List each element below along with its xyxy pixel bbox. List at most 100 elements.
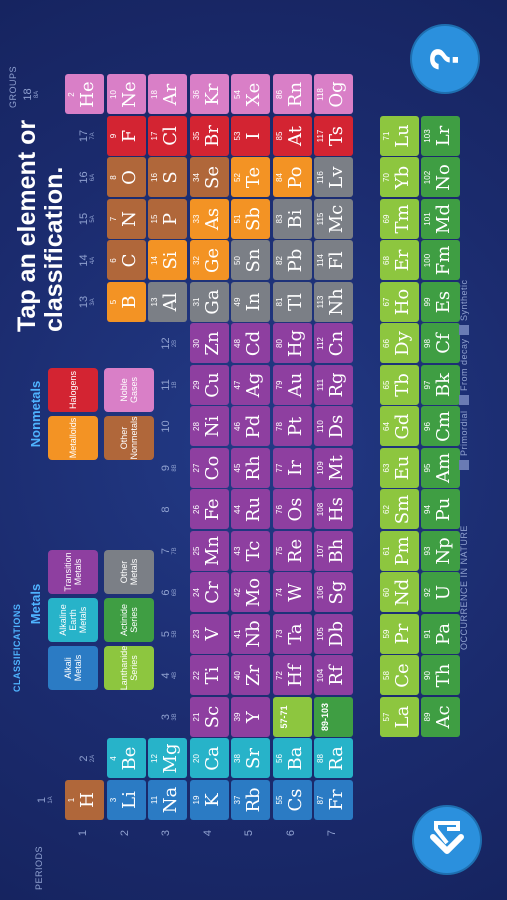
classification-button[interactable]: Actinide Series (104, 598, 154, 642)
element-cell[interactable]: 100 Fm (421, 240, 460, 281)
classification-button[interactable]: Other Metals (104, 550, 154, 594)
classification-button[interactable]: Metalloids (48, 416, 98, 460)
element-cell[interactable]: 118 Og (314, 74, 353, 115)
element-cell[interactable]: 21 Sc (189, 697, 229, 737)
element-cell[interactable]: 46 Pd (231, 406, 270, 447)
back-button[interactable] (414, 807, 480, 873)
element-cell[interactable]: 102 No (421, 157, 460, 198)
element-cell[interactable]: 28 Ni (189, 406, 229, 447)
classification-button[interactable]: Transition Metals (48, 550, 98, 594)
element-cell[interactable]: 89-103 (314, 697, 353, 737)
element-cell[interactable]: 84 Po (272, 157, 312, 198)
classification-button[interactable]: Alkaline Earth Metals (48, 598, 98, 642)
element-cell[interactable]: 19 K (189, 780, 229, 820)
element-cell[interactable]: 48 Cd (231, 323, 270, 364)
element-cell[interactable]: 71 Lu (380, 116, 419, 156)
element-cell[interactable]: 45 Rh (231, 448, 270, 488)
element-cell[interactable]: 73 Ta (272, 614, 312, 654)
element-cell[interactable]: 18 Ar (148, 74, 187, 115)
element-cell[interactable]: 112 Cn (314, 323, 353, 364)
element-cell[interactable]: 39 Y (231, 697, 270, 737)
element-cell[interactable]: 58 Ce (380, 655, 419, 696)
element-cell[interactable]: 52 Te (231, 157, 270, 198)
element-cell[interactable]: 92 U (421, 572, 460, 613)
element-cell[interactable]: 67 Ho (380, 282, 419, 322)
element-cell[interactable]: 30 Zn (189, 323, 229, 364)
element-cell[interactable]: 10 Ne (106, 74, 146, 115)
element-cell[interactable]: 63 Eu (380, 448, 419, 488)
element-cell[interactable]: 106 Sg (314, 572, 353, 613)
element-cell[interactable]: 105 Db (314, 614, 353, 654)
element-cell[interactable]: 82 Pb (272, 240, 312, 281)
element-cell[interactable]: 35 Br (189, 116, 229, 156)
element-cell[interactable]: 107 Bh (314, 531, 353, 571)
element-cell[interactable]: 88 Ra (314, 738, 353, 779)
element-cell[interactable]: 56 Ba (272, 738, 312, 779)
element-cell[interactable]: 81 Tl (272, 282, 312, 322)
element-cell[interactable]: 97 Bk (421, 365, 460, 405)
element-cell[interactable]: 47 Ag (231, 365, 270, 405)
element-cell[interactable]: 93 Np (421, 531, 460, 571)
element-cell[interactable]: 95 Am (421, 448, 460, 488)
element-cell[interactable]: 16 S (148, 157, 187, 198)
element-cell[interactable]: 117 Ts (314, 116, 353, 156)
element-cell[interactable]: 77 Ir (272, 448, 312, 488)
element-cell[interactable]: 80 Hg (272, 323, 312, 364)
element-cell[interactable]: 11 Na (148, 780, 187, 820)
element-cell[interactable]: 83 Bi (272, 199, 312, 239)
element-cell[interactable]: 37 Rb (231, 780, 270, 820)
element-cell[interactable]: 114 Fl (314, 240, 353, 281)
element-cell[interactable]: 98 Cf (421, 323, 460, 364)
element-cell[interactable]: 65 Tb (380, 365, 419, 405)
element-cell[interactable]: 79 Au (272, 365, 312, 405)
element-cell[interactable]: 91 Pa (421, 614, 460, 654)
classification-button[interactable]: Lanthanide Series (104, 646, 154, 690)
element-cell[interactable]: 62 Sm (380, 489, 419, 530)
element-cell[interactable]: 87 Fr (314, 780, 353, 820)
element-cell[interactable]: 85 At (272, 116, 312, 156)
element-cell[interactable]: 72 Hf (272, 655, 312, 696)
element-cell[interactable]: 113 Nh (314, 282, 353, 322)
element-cell[interactable]: 55 Cs (272, 780, 312, 820)
element-cell[interactable]: 34 Se (189, 157, 229, 198)
element-cell[interactable]: 70 Yb (380, 157, 419, 198)
element-cell[interactable]: 22 Ti (189, 655, 229, 696)
element-cell[interactable]: 42 Mo (231, 572, 270, 613)
element-cell[interactable]: 76 Os (272, 489, 312, 530)
element-cell[interactable]: 54 Xe (231, 74, 270, 115)
element-cell[interactable]: 104 Rf (314, 655, 353, 696)
element-cell[interactable]: 111 Rg (314, 365, 353, 405)
element-cell[interactable]: 69 Tm (380, 199, 419, 239)
element-cell[interactable]: 66 Dy (380, 323, 419, 364)
element-cell[interactable]: 49 In (231, 282, 270, 322)
element-cell[interactable]: 3 Li (106, 780, 146, 820)
element-cell[interactable]: 17 Cl (148, 116, 187, 156)
classification-button[interactable]: Other Nonmetals (104, 416, 154, 460)
element-cell[interactable]: 2 He (65, 74, 104, 115)
element-cell[interactable]: 110 Ds (314, 406, 353, 447)
element-cell[interactable]: 13 Al (148, 282, 187, 322)
element-cell[interactable]: 12 Mg (148, 738, 187, 779)
element-cell[interactable]: 60 Nd (380, 572, 419, 613)
element-cell[interactable]: 109 Mt (314, 448, 353, 488)
element-cell[interactable]: 23 V (189, 614, 229, 654)
element-cell[interactable]: 90 Th (421, 655, 460, 696)
element-cell[interactable]: 89 Ac (421, 697, 460, 737)
element-cell[interactable]: 115 Mc (314, 199, 353, 239)
element-cell[interactable]: 15 P (148, 199, 187, 239)
classification-button[interactable]: Halogens (48, 368, 98, 412)
element-cell[interactable]: 108 Hs (314, 489, 353, 530)
element-cell[interactable]: 20 Ca (189, 738, 229, 779)
element-cell[interactable]: 96 Cm (421, 406, 460, 447)
element-cell[interactable]: 116 Lv (314, 157, 353, 198)
element-cell[interactable]: 99 Es (421, 282, 460, 322)
element-cell[interactable]: 27 Co (189, 448, 229, 488)
element-cell[interactable]: 4 Be (106, 738, 146, 779)
element-cell[interactable]: 103 Lr (421, 116, 460, 156)
element-cell[interactable]: 57-71 (272, 697, 312, 737)
